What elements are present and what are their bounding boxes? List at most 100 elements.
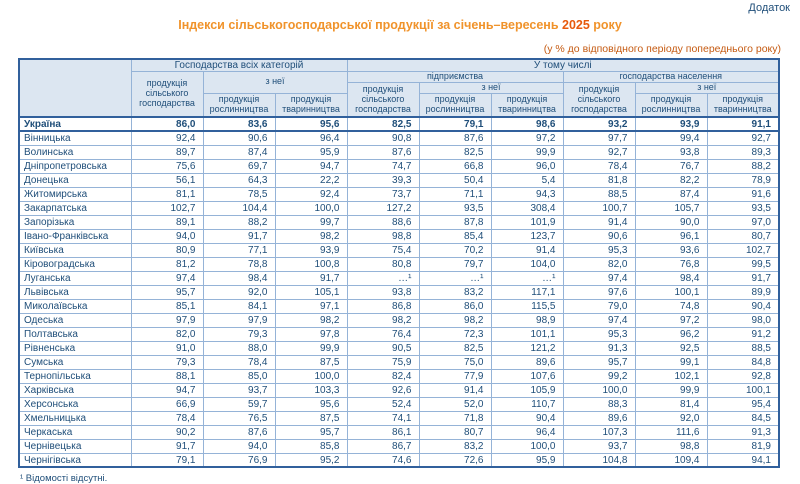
- value-cell: 96,4: [274, 130, 348, 146]
- table-row: Полтавська 82,0 79,3 97,8 76,4 72,3 101,1 95,3 9…: [18, 326, 780, 342]
- value-cell: 98,8: [634, 438, 708, 454]
- region-name: Івано-Франківська: [18, 228, 132, 244]
- value-cell: 89,1: [130, 214, 204, 230]
- value-cell: 72,6: [418, 452, 492, 468]
- value-cell: 90,2: [130, 424, 204, 440]
- value-cell: 85,1: [130, 298, 204, 314]
- value-cell: 80,9: [130, 242, 204, 258]
- col-group-households: господарства населення: [562, 71, 780, 83]
- value-cell: 100,0: [274, 368, 348, 384]
- table-row: Тернопільська 88,1 85,0 100,0 82,4 77,9 107,6 9…: [18, 368, 780, 384]
- value-cell: 77,9: [418, 368, 492, 384]
- value-cell: 98,2: [274, 312, 348, 328]
- value-cell: 82,2: [634, 172, 708, 188]
- col-group-all-categories: Господарства всіх категорій: [130, 58, 348, 72]
- value-cell: 100,8: [274, 256, 348, 272]
- table-row: Херсонська 66,9 59,7 95,6 52,4 52,0 110,7 88,3 8…: [18, 396, 780, 412]
- value-cell: 90,0: [634, 214, 708, 230]
- value-cell: 90,6: [562, 228, 636, 244]
- value-cell: 91,4: [490, 242, 564, 258]
- value-cell: 72,3: [418, 326, 492, 342]
- region-name: Львівська: [18, 284, 132, 300]
- value-cell: 96,1: [634, 228, 708, 244]
- value-cell: 99,4: [634, 130, 708, 146]
- value-cell: 93,5: [706, 200, 780, 216]
- value-cell: 84,5: [706, 410, 780, 426]
- table-row: Луганська 97,4 98,4 91,7 …¹ …¹ …¹ 97,4 98,4 91,7: [18, 270, 780, 286]
- appendix-label: Додаток: [748, 2, 790, 14]
- col-group-enterprises: підприємства: [346, 71, 564, 83]
- value-cell: 94,3: [490, 186, 564, 202]
- corner-cell: [18, 58, 132, 118]
- value-cell: 93,9: [274, 242, 348, 258]
- value-cell: 97,2: [490, 130, 564, 146]
- footnote: ¹ Відомості відсутні.: [20, 473, 108, 484]
- value-cell: 109,4: [634, 452, 708, 468]
- value-cell: 86,0: [130, 116, 204, 133]
- table-row: Чернігівська 79,1 76,9 95,2 74,6 72,6 95,9 104,…: [18, 452, 780, 468]
- col-agri-output-all: продукція сільського господарства: [130, 71, 204, 118]
- value-cell: 39,3: [346, 172, 420, 188]
- value-cell: 85,8: [274, 438, 348, 454]
- col-agri-output-households: продукція сільського господарства: [562, 81, 636, 118]
- value-cell: 93,8: [346, 284, 420, 300]
- col-group-including: У тому числі: [346, 58, 780, 72]
- value-cell: 78,5: [202, 186, 276, 202]
- value-cell: 99,9: [490, 144, 564, 160]
- value-cell: 76,7: [634, 158, 708, 174]
- region-name: Харківська: [18, 382, 132, 398]
- table-row: Україна 86,0 83,6 95,6 82,5 79,1 98,6 93,2 93,9 9…: [18, 116, 780, 133]
- value-cell: 74,8: [634, 298, 708, 314]
- value-cell: 80,7: [706, 228, 780, 244]
- value-cell: 66,8: [418, 158, 492, 174]
- value-cell: 59,7: [202, 396, 276, 412]
- units-note: (у % до відповідного періоду попередньог…: [543, 43, 781, 55]
- value-cell: 95,7: [274, 424, 348, 440]
- value-cell: 100,7: [562, 200, 636, 216]
- table-row: Волинська 89,7 87,4 95,9 87,6 82,5 99,9 92,7 93,…: [18, 144, 780, 160]
- indices-table: Господарства всіх категорій У тому числі…: [18, 58, 780, 469]
- value-cell: 97,4: [562, 270, 636, 286]
- value-cell: 91,7: [706, 270, 780, 286]
- value-cell: 96,2: [634, 326, 708, 342]
- table-row: Хмельницька 78,4 76,5 87,5 74,1 71,8 90,4 89,6 9…: [18, 410, 780, 426]
- value-cell: 89,7: [130, 144, 204, 160]
- value-cell: 91,3: [706, 424, 780, 440]
- value-cell: 93,6: [634, 242, 708, 258]
- value-cell: 95,3: [562, 326, 636, 342]
- table-row: Дніпропетровська 75,6 69,7 94,7 74,7 66,8 96,0…: [18, 158, 780, 174]
- value-cell: 71,8: [418, 410, 492, 426]
- value-cell: 92,7: [562, 144, 636, 160]
- value-cell: 98,2: [418, 312, 492, 328]
- value-cell: 92,0: [634, 410, 708, 426]
- value-cell: 94,1: [706, 452, 780, 468]
- value-cell: 82,5: [346, 116, 420, 133]
- table-row: Черкаська 90,2 87,6 95,7 86,1 80,7 96,4 107,3 11…: [18, 424, 780, 440]
- col-of-which-households: з неї: [634, 81, 780, 94]
- region-name: Полтавська: [18, 326, 132, 342]
- value-cell: 99,9: [634, 382, 708, 398]
- value-cell: 105,7: [634, 200, 708, 216]
- value-cell: 102,7: [706, 242, 780, 258]
- value-cell: 95,7: [130, 284, 204, 300]
- value-cell: 93,7: [562, 438, 636, 454]
- region-name: Сумська: [18, 354, 132, 370]
- value-cell: 91,7: [130, 438, 204, 454]
- value-cell: 93,8: [634, 144, 708, 160]
- value-cell: 92,8: [706, 368, 780, 384]
- value-cell: 95,9: [490, 452, 564, 468]
- table-row: Сумська 79,3 78,4 87,5 75,9 75,0 89,6 95,7 99,1 8…: [18, 354, 780, 370]
- value-cell: 56,1: [130, 172, 204, 188]
- value-cell: 87,6: [346, 144, 420, 160]
- value-cell: 84,1: [202, 298, 276, 314]
- value-cell: 90,5: [346, 340, 420, 356]
- region-name: Закарпатська: [18, 200, 132, 216]
- value-cell: 82,5: [418, 340, 492, 356]
- table-row: Львівська 95,7 92,0 105,1 93,8 83,2 117,1 97,6 1…: [18, 284, 780, 300]
- col-livestock-output-households: продукція тваринництва: [706, 92, 780, 118]
- region-name: Чернівецька: [18, 438, 132, 454]
- value-cell: 90,6: [202, 130, 276, 146]
- value-cell: 85,0: [202, 368, 276, 384]
- value-cell: 90,8: [346, 130, 420, 146]
- value-cell: 75,0: [418, 354, 492, 370]
